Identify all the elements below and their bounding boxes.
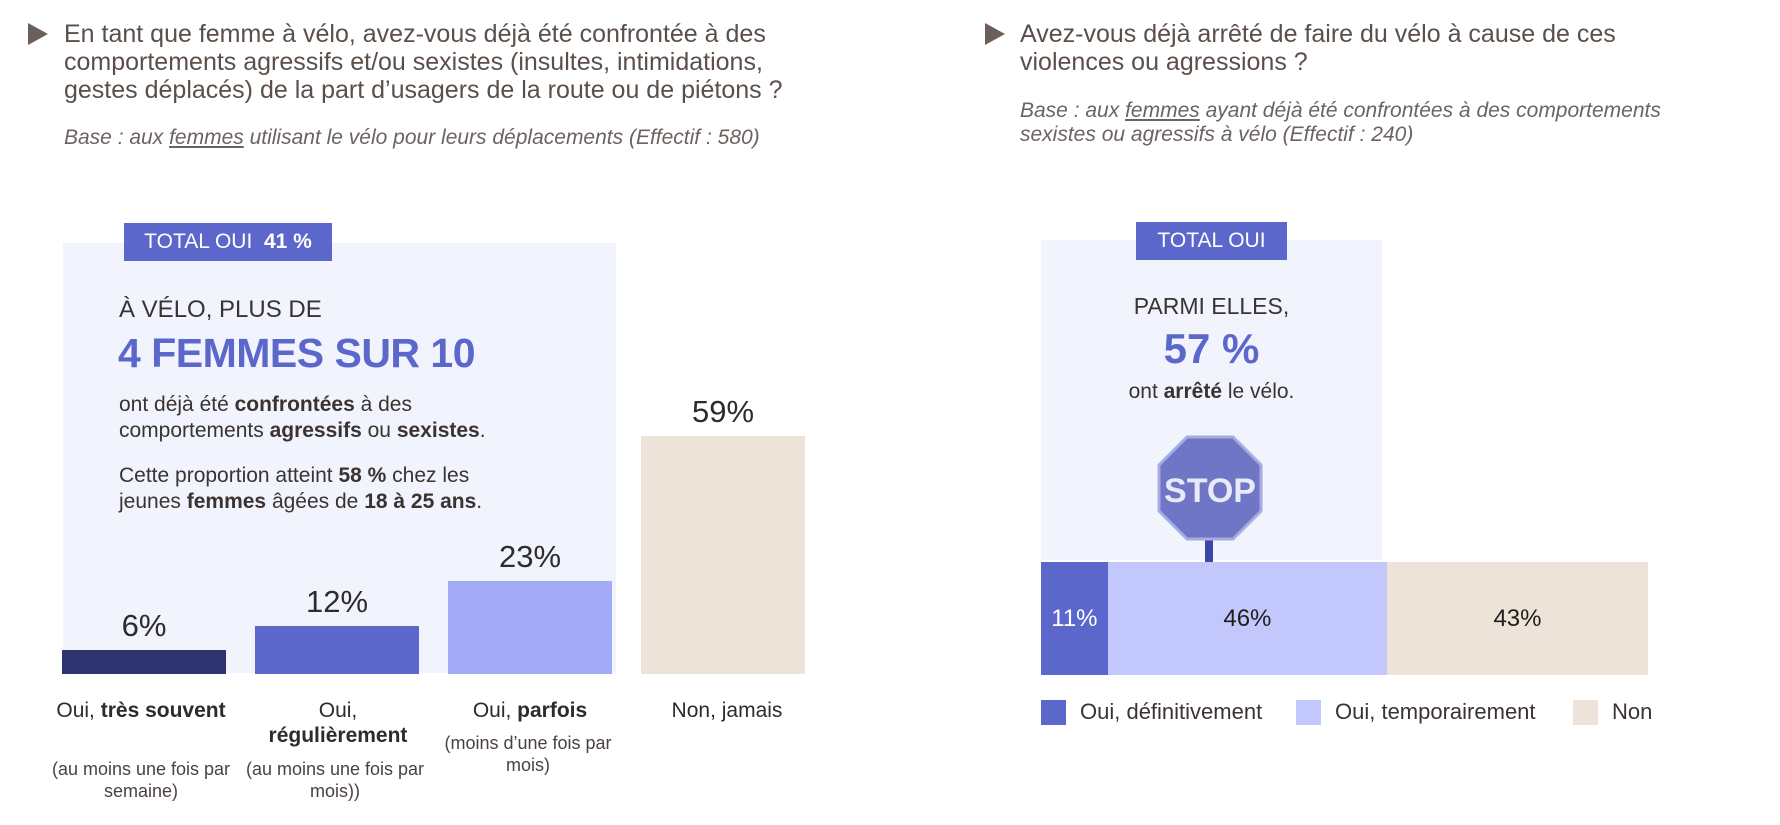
right-question-title: Avez-vous déjà arrêté de faire du vélo à… (1020, 20, 1616, 76)
right-callout-kicker: PARMI ELLES, (1133, 293, 1290, 319)
p2-d: jeunes (119, 490, 187, 513)
stack-segment-1 (1107, 562, 1387, 675)
category-label-3: Non, jamais (632, 698, 822, 723)
right-callout-value: 57 % (1163, 325, 1260, 372)
left-base-suffix: utilisant le vélo pour leurs déplacement… (243, 126, 760, 149)
question-arrow-icon-right (985, 23, 1005, 45)
rt-b: arrêté (1163, 380, 1223, 403)
cat2-prefix: Oui, (472, 699, 518, 722)
left-base-prefix: Base : aux (64, 126, 170, 149)
bar-3 (641, 436, 805, 674)
right-base-suffix: ayant déjà été confrontées à des comport… (1020, 99, 1661, 146)
stack-segment-0 (1041, 562, 1108, 675)
bar-2 (448, 581, 612, 674)
cat1-bold: régulièrement (268, 724, 408, 747)
p1-f: ou (361, 419, 397, 442)
cat3-prefix: Non, jamais (671, 699, 783, 722)
left-tag-label: TOTAL OUI (144, 230, 253, 253)
legend-swatch-1 (1296, 700, 1321, 725)
stack-segment-2 (1386, 562, 1648, 675)
cat2-bold: parfois (517, 699, 588, 722)
legend-label-2: Non (1612, 699, 1653, 724)
p1-e: agressifs (269, 419, 362, 442)
cat1-prefix: Oui, (318, 699, 358, 722)
p1-c: à des (354, 393, 412, 416)
category-sub-0: (au moins une fois par semaine) (51, 759, 231, 801)
legend-swatch-2 (1573, 700, 1598, 725)
rt-a: ont (1128, 380, 1164, 403)
left-total-tag: TOTAL OUI 41 % (124, 223, 332, 261)
left-question-title: En tant que femme à vélo, avez-vous déjà… (64, 20, 783, 104)
p1-b: confrontées (234, 393, 355, 416)
bar-value-label-2: 23% (498, 539, 562, 575)
legend-swatch-0 (1041, 700, 1066, 725)
bar-value-label-3: 59% (691, 394, 755, 429)
p1-a: ont déjà été (119, 393, 235, 416)
bar-value-label-1: 12% (305, 583, 369, 619)
p1-h: . (479, 419, 486, 442)
cat0-bold: très souvent (100, 699, 226, 722)
category-label-2: Oui, parfois (435, 698, 625, 723)
bar-value-label-0: 6% (121, 607, 167, 643)
cat0-prefix: Oui, (56, 699, 101, 722)
stack-value-label-0: 11% (1051, 604, 1098, 632)
left-callout-paragraph-2: Cette proportion atteint 58 % chez les j… (119, 463, 589, 515)
p1-d: comportements (119, 419, 270, 442)
left-bar-chart: 6% 12% 23% 59% (62, 394, 805, 674)
left-base-note: Base : aux femmes utilisant le vélo pour… (64, 126, 864, 150)
bar-1 (255, 625, 419, 674)
left-base-link: femmes (169, 126, 244, 149)
p2-a: Cette proportion atteint (119, 464, 339, 487)
p2-g: 18 à 25 ans (364, 490, 477, 513)
p1-g: sexistes (396, 419, 480, 442)
legend-label-0: Oui, définitivement (1080, 699, 1263, 724)
right-total-tag: TOTAL OUI (1136, 222, 1287, 260)
right-base-note: Base : aux femmes ayant déjà été confron… (1020, 99, 1720, 147)
p2-e: femmes (186, 490, 267, 513)
rt-c: le vélo. (1222, 380, 1295, 403)
stack-value-label-2: 43% (1493, 604, 1542, 632)
category-label-1: Oui, régulièrement (243, 698, 433, 748)
p2-h: . (476, 490, 483, 513)
left-callout-headline: 4 FEMMES SUR 10 (118, 330, 476, 376)
stack-value-label-1: 46% (1223, 604, 1272, 632)
right-base-link: femmes (1125, 99, 1200, 122)
right-base-prefix: Base : aux (1020, 99, 1126, 122)
p2-f: âgées de (266, 490, 365, 513)
left-tag-value: 41 % (263, 230, 312, 253)
p2-c: chez les (386, 464, 470, 487)
bar-0 (62, 649, 226, 674)
right-stacked-bar: 11% 46% 43% (1041, 562, 1648, 675)
legend-label-1: Oui, temporairement (1335, 699, 1536, 724)
left-callout-paragraph-1: ont déjà été confrontées à des comportem… (119, 392, 589, 444)
category-label-0: Oui, très souvent (46, 698, 236, 723)
p2-b: 58 % (338, 464, 387, 487)
stop-sign-text: STOP (1164, 472, 1256, 510)
category-sub-1: (au moins une fois par mois)) (245, 759, 425, 801)
category-sub-2: (moins d’une fois par mois) (444, 733, 612, 775)
stop-sign-icon: STOP (1157, 435, 1263, 564)
left-callout-kicker: À VÉLO, PLUS DE (119, 296, 322, 323)
question-arrow-icon (28, 23, 48, 45)
right-callout-text: ont arrêté le vélo. (1041, 380, 1382, 404)
